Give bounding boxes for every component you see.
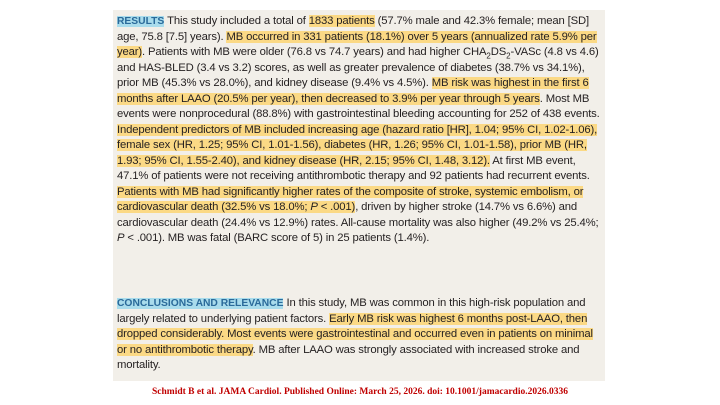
- subscript: 2: [486, 51, 491, 61]
- results-text: At first MB event, 47.1% of patients wer…: [117, 154, 590, 183]
- p-value-symbol: P: [310, 201, 318, 213]
- results-text: < .001). MB was fatal (BARC score of 5) …: [124, 232, 430, 244]
- results-label: RESULTS: [117, 16, 165, 27]
- results-text: This study included a total of: [164, 15, 309, 27]
- conclusions-paragraph: CONCLUSIONS AND RELEVANCE In this study,…: [117, 296, 605, 374]
- results-text: Patients with MB had significantly highe…: [117, 185, 584, 214]
- results-text: -VASc (4.8 vs 4.6) and HAS-BLED (3.4 vs …: [117, 46, 599, 89]
- results-text: < .001): [317, 201, 356, 213]
- results-text: . Patients with MB were older (76.8 vs 7…: [142, 46, 487, 58]
- conclusions-text: In this study, MB was common in this hig…: [117, 297, 586, 325]
- conclusions-text: . MB after LAAO was strongly associated …: [117, 343, 580, 372]
- results-text: DS: [490, 46, 507, 58]
- abstract-panel: RESULTS This study included a total of 1…: [113, 10, 605, 381]
- results-text: . Most MB events were nonprocedural (88.…: [117, 92, 600, 121]
- results-text: (57.7% male and 42.3% female; mean [SD] …: [117, 15, 590, 43]
- results-text: , driven by higher stroke (14.7% vs 6.6%…: [117, 201, 599, 229]
- conclusions-label: CONCLUSIONS AND RELEVANCE: [117, 298, 284, 309]
- highlight-predictors: Independent predictors of MB included in…: [117, 123, 598, 167]
- highlight-patient-count: 1833 patients: [308, 15, 375, 27]
- citation: Schmidt B et al. JAMA Cardiol. Published…: [152, 387, 568, 397]
- results-paragraph: RESULTS This study included a total of 1…: [117, 14, 605, 247]
- p-value-symbol: P: [117, 232, 125, 244]
- subscript: 2: [506, 51, 511, 61]
